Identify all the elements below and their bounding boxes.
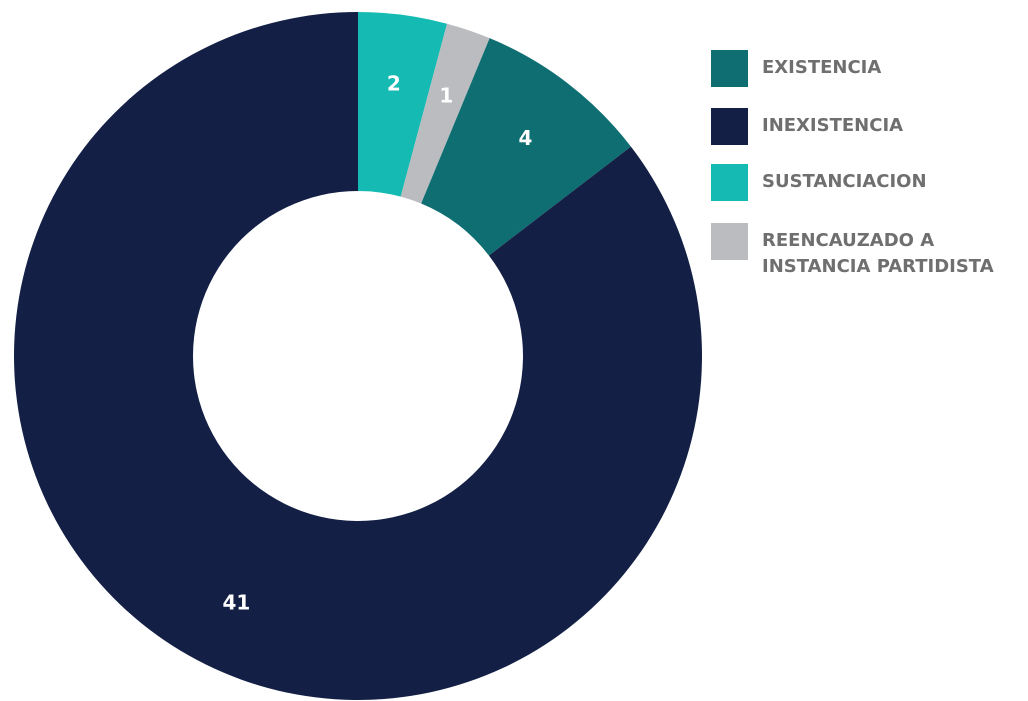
legend-swatch: [711, 108, 748, 145]
legend-label: SUSTANCIACION: [762, 171, 927, 192]
legend-item-reencauzado: REENCAUZADO A INSTANCIA PARTIDISTA: [711, 223, 994, 280]
legend-item-inexistencia: INEXISTENCIA: [711, 108, 903, 145]
slice-reencauzado: [400, 23, 490, 204]
slice-inexistencia: [14, 12, 703, 700]
legend-item-sustanciacion: SUSTANCIACION: [711, 164, 927, 201]
legend-label: INEXISTENCIA: [762, 115, 904, 136]
slice-value-label: 2: [387, 71, 401, 95]
legend-swatch: [711, 164, 748, 201]
donut-chart: 2 1 4 41: [14, 12, 703, 700]
legend-label: REENCAUZADO A INSTANCIA PARTIDISTA: [762, 230, 994, 277]
slice-value-label: 41: [222, 591, 250, 615]
legend-swatch: [711, 50, 748, 87]
legend-item-existencia: EXISTENCIA: [711, 50, 881, 87]
slice-sustanciacion: [358, 12, 448, 197]
slice-value-label: 4: [518, 126, 532, 150]
slice-value-label: 1: [439, 84, 453, 108]
slice-existencia: [421, 38, 631, 256]
legend-label: EXISTENCIA: [762, 57, 882, 78]
legend-swatch: [711, 223, 748, 260]
